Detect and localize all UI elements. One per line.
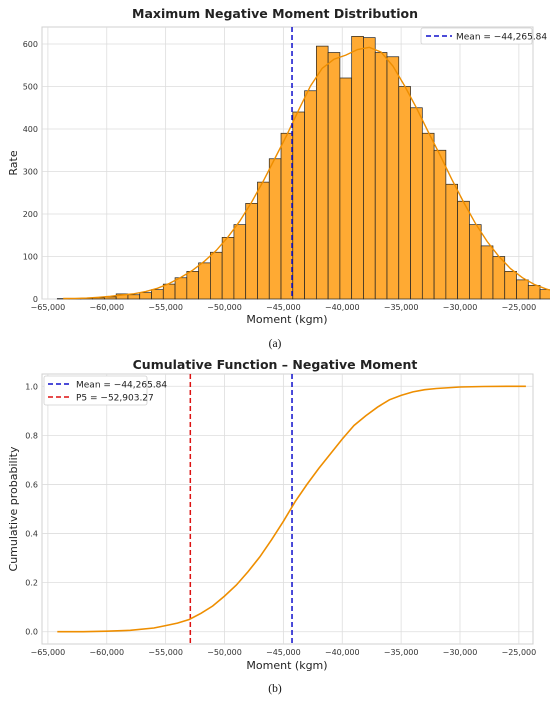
x-tick-label: −45,000: [266, 648, 301, 657]
histogram-bar: [433, 149, 447, 300]
histogram-bar: [327, 52, 341, 300]
histogram-bar: [374, 52, 388, 300]
x-tick-label: −45,000: [266, 303, 301, 312]
histogram-bar: [421, 132, 435, 300]
x-tick-label: −35,000: [384, 648, 419, 657]
histogram-bar: [315, 45, 329, 300]
x-tick-label: −35,000: [384, 303, 419, 312]
y-tick-label: 0: [33, 295, 38, 304]
y-tick-labels: 0 100 200 300 400 500 600: [23, 40, 38, 304]
histogram-bar: [198, 262, 211, 300]
y-tick-label: 0.0: [25, 628, 38, 637]
histogram-bar: [469, 224, 482, 300]
x-tick-label: −30,000: [443, 303, 478, 312]
histogram-bar: [186, 271, 199, 300]
legend-box: [420, 27, 533, 45]
x-tick-label: −25,000: [502, 648, 537, 657]
histogram-bar: [292, 111, 305, 300]
legend: Mean = −44,265.84: [420, 27, 547, 45]
y-tick-label: 600: [23, 40, 38, 49]
kde-curve: [63, 46, 550, 300]
x-axis-label: Moment (kgm): [246, 659, 327, 672]
histogram-bar: [233, 224, 247, 300]
y-tick-label: 0.6: [25, 480, 38, 489]
x-tick-labels: −65,000 −60,000 −55,000 −50,000 −45,000 −40,0…: [31, 303, 537, 312]
x-tick-labels: −65,000 −60,000 −55,000 −50,000 −45,000 −40,0…: [31, 648, 537, 657]
legend-mean-label: Mean = −44,265.84: [456, 33, 547, 43]
legend-mean-label: Mean = −44,265.84: [76, 381, 167, 391]
histogram-bar: [174, 277, 188, 300]
figure-caption: (a): [269, 338, 282, 350]
histogram-bar: [363, 37, 376, 300]
x-tick-label: −30,000: [443, 648, 478, 657]
kde-curve-group: [63, 46, 550, 300]
x-tick-label: −25,000: [502, 303, 537, 312]
histogram-bar: [445, 183, 458, 300]
histogram-bar: [210, 251, 223, 300]
histogram-bar: [339, 77, 353, 300]
x-axis-label: Moment (kgm): [246, 313, 327, 326]
histogram-bar: [386, 56, 400, 300]
histogram-bar: [457, 200, 470, 300]
histogram-bar: [410, 107, 423, 300]
histogram-chart: Maximum Negative Moment Distribution −65…: [7, 6, 550, 350]
y-tick-label: 0.4: [25, 530, 38, 539]
x-tick-label: −50,000: [207, 303, 242, 312]
x-tick-label: −60,000: [89, 648, 124, 657]
y-axis-label: Cumulative probability: [7, 446, 20, 571]
x-tick-label: −55,000: [148, 648, 183, 657]
chart-title: Cumulative Function – Negative Moment: [133, 357, 418, 372]
y-tick-label: 0.2: [25, 579, 38, 588]
grid: [42, 374, 533, 644]
histogram-bar: [480, 245, 494, 300]
y-tick-label: 1.0: [25, 382, 38, 391]
x-tick-label: −55,000: [148, 303, 183, 312]
histogram-bar: [245, 203, 258, 300]
histogram-bar: [351, 35, 364, 300]
y-tick-label: 100: [23, 253, 38, 262]
y-tick-labels: 0.0 0.2 0.4 0.6 0.8 1.0: [25, 382, 38, 636]
y-tick-label: 400: [23, 125, 38, 134]
histogram-bar: [257, 181, 270, 300]
chart-title: Maximum Negative Moment Distribution: [132, 6, 418, 21]
histogram-bar: [504, 271, 517, 300]
legend: Mean = −44,265.84 P5 = −52,903.27: [43, 375, 167, 406]
histogram-bar: [492, 256, 506, 300]
histogram-bar: [527, 285, 541, 300]
histogram-bar: [139, 292, 152, 300]
x-tick-label: −40,000: [325, 303, 360, 312]
figure-caption: (b): [268, 683, 282, 695]
plot-frame: [41, 373, 534, 645]
legend-p5-label: P5 = −52,903.27: [76, 394, 154, 404]
y-tick-label: 500: [23, 83, 38, 92]
x-tick-label: −40,000: [325, 648, 360, 657]
reference-lines: [189, 374, 293, 644]
y-axis-label: Rate: [7, 150, 20, 175]
histogram-bar: [539, 289, 550, 300]
histogram-bar: [304, 90, 317, 300]
histogram-bar: [516, 279, 529, 300]
histogram-bar: [151, 289, 164, 300]
cdf-curve: [57, 385, 526, 633]
y-tick-label: 300: [23, 168, 38, 177]
histogram-bar: [162, 283, 176, 300]
histogram-bar: [280, 132, 294, 300]
histogram-bar: [398, 86, 411, 300]
x-tick-label: −50,000: [207, 648, 242, 657]
cdf-curve-group: [57, 385, 526, 633]
x-tick-label: −60,000: [89, 303, 124, 312]
histogram-bar: [268, 158, 282, 300]
y-tick-label: 200: [23, 210, 38, 219]
y-tick-label: 0.8: [25, 431, 38, 440]
histogram-bars: [56, 35, 550, 300]
x-tick-label: −65,000: [31, 648, 66, 657]
histogram-bar: [127, 294, 141, 300]
x-tick-label: −65,000: [31, 303, 66, 312]
histogram-bar: [221, 237, 235, 300]
legend-box: [43, 375, 148, 406]
cumulative-chart: Cumulative Function – Negative Moment −6…: [7, 357, 536, 695]
